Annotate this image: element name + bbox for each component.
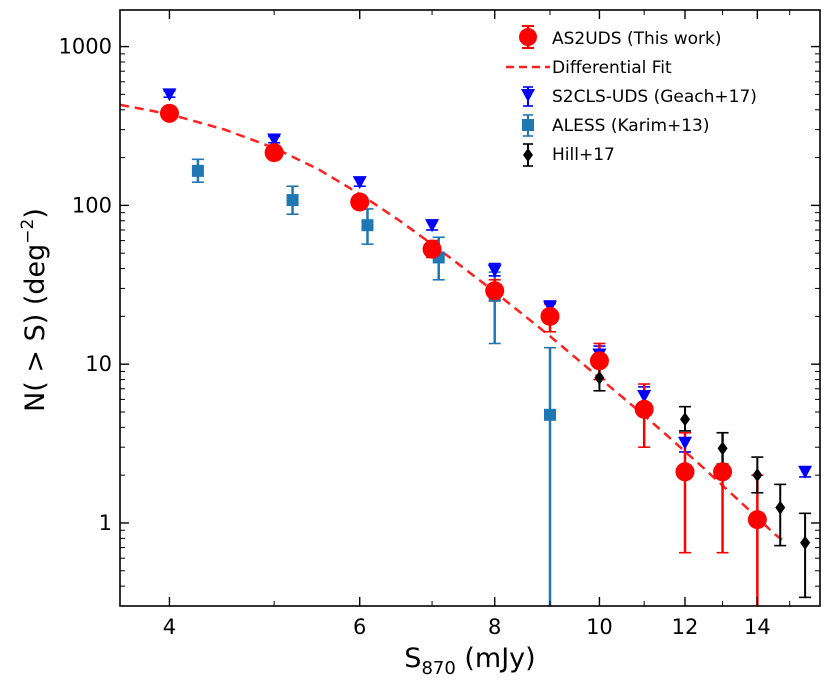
x-tick-label: 6 (353, 615, 366, 639)
as2uds-point (540, 306, 560, 326)
as2uds-point (747, 510, 767, 530)
x-tick-label: 10 (586, 615, 613, 639)
as2uds-point (264, 143, 284, 163)
x-tick-label: 4 (163, 615, 176, 639)
as2uds-point (675, 462, 695, 482)
legend-s2cls-marker (521, 89, 535, 102)
plot-frame (119, 9, 821, 607)
s2cls-point (162, 88, 177, 102)
y-axis-title-sup: −2 (18, 219, 38, 244)
s2cls-point (352, 176, 367, 190)
s2cls-point (425, 219, 440, 233)
legend-aless-marker (522, 119, 534, 131)
marker-layer (159, 88, 813, 550)
as2uds-point (422, 239, 442, 259)
x-tick-label: 12 (672, 615, 699, 639)
y-tick-label: 1 (99, 511, 112, 535)
hill-point (717, 441, 728, 456)
hill-point (800, 535, 811, 550)
y-axis-title-main: N( > S) (deg (20, 244, 51, 412)
x-tick-label: 8 (488, 615, 501, 639)
errorbar-layer (163, 90, 812, 606)
legend-entry-s2cls: S2CLS-UDS (Geach+17) (521, 86, 757, 107)
as2uds-point (713, 462, 733, 482)
hill-point (679, 412, 690, 427)
legend-as2uds-marker (519, 28, 537, 46)
x-axis-title-sub: 870 (421, 658, 455, 679)
legend-hill-label: Hill+17 (552, 145, 615, 165)
y-tick-label: 10 (85, 352, 112, 376)
s2cls-point (267, 133, 282, 147)
legend: AS2UDS (This work) Differential Fit S2CL… (506, 25, 757, 167)
legend-entry-aless: ALESS (Karim+13) (522, 114, 710, 137)
legend-s2cls-label: S2CLS-UDS (Geach+17) (552, 87, 757, 107)
legend-hill-marker (523, 148, 533, 162)
aless-point (543, 408, 556, 421)
legend-fit-label: Differential Fit (552, 58, 672, 78)
aless-point (361, 219, 374, 232)
legend-entry-as2uds: AS2UDS (This work) (519, 25, 722, 49)
hill-point (594, 370, 605, 385)
y-tick-label: 1000 (59, 35, 112, 59)
aless-point (286, 194, 299, 207)
s2cls-point (798, 465, 813, 479)
hill-point (752, 468, 763, 483)
as2uds-point (350, 192, 370, 212)
y-axis-title: N( > S) (deg−2) (18, 208, 51, 412)
fit-curve (119, 103, 785, 542)
as2uds-point (589, 351, 609, 371)
as2uds-point (159, 103, 179, 123)
x-tick-label: 14 (744, 615, 771, 639)
y-axis-title-close: ) (20, 208, 51, 219)
legend-entry-fit: Differential Fit (506, 58, 672, 78)
hill-point (775, 500, 786, 515)
x-axis-title-unit: (mJy) (456, 643, 536, 674)
legend-aless-label: ALESS (Karim+13) (552, 116, 710, 136)
legend-as2uds-label: AS2UDS (This work) (552, 29, 722, 49)
as2uds-point (634, 399, 654, 419)
x-axis-title: S870 (mJy) (404, 643, 535, 679)
as2uds-point (485, 281, 505, 301)
y-tick-label: 100 (72, 193, 112, 217)
legend-entry-hill: Hill+17 (523, 143, 615, 167)
fit-layer (119, 103, 785, 542)
x-axis-title-main: S (404, 643, 421, 674)
aless-point (191, 164, 204, 177)
tick-layer: 4 6 8 10 12 14 1 10 100 1000 (59, 10, 821, 639)
s2cls-point (487, 264, 502, 278)
s2cls-point (637, 390, 652, 404)
s2cls-point (677, 436, 692, 450)
